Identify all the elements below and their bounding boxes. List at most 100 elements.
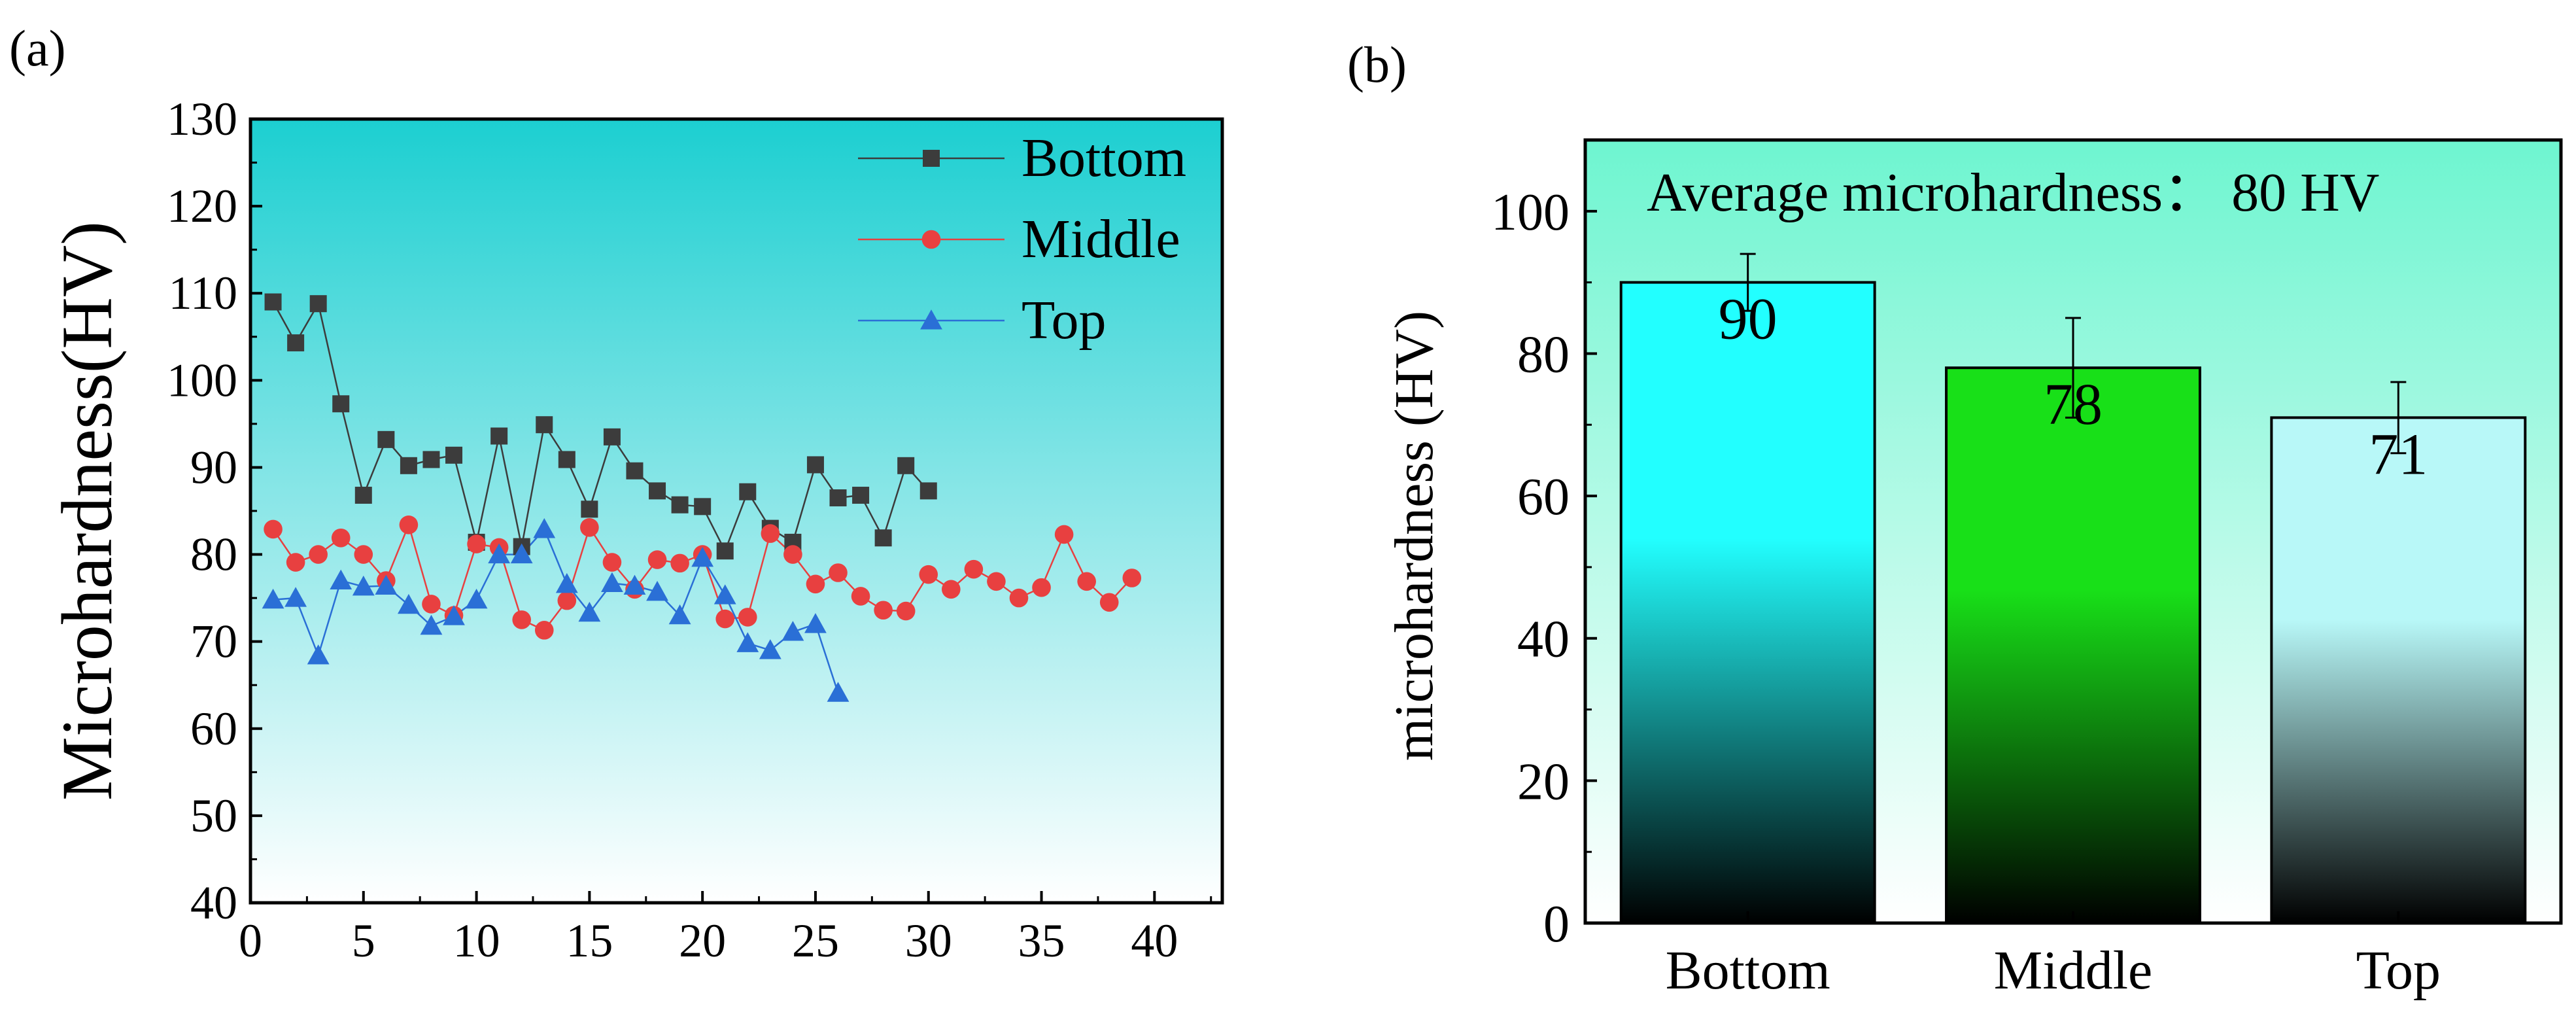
- y-tick-label: 120: [167, 180, 237, 232]
- data-point-top: [781, 621, 804, 641]
- y-tick-label: 100: [1491, 184, 1570, 241]
- panel-a: (a) 0 5 10 15 20 25 30 35 40 40 50 60 70 80 90 100 110 12…: [9, 20, 1224, 967]
- legend-label-top: Top: [1022, 290, 1106, 351]
- data-point-middle: [715, 609, 735, 629]
- data-point-top: [759, 639, 781, 659]
- y-tick-label: 80: [190, 529, 237, 581]
- legend-marker-top: [920, 309, 942, 330]
- data-point-middle: [309, 545, 328, 564]
- bar-top: [2270, 416, 2527, 924]
- data-point-top: [555, 572, 578, 593]
- data-point-bottom: [671, 496, 689, 514]
- panel-a-label: (a): [9, 20, 66, 77]
- data-point-top: [420, 614, 443, 635]
- y-tick-label: 70: [190, 616, 237, 668]
- x-tick-label: 10: [453, 915, 500, 967]
- panel-b-annotation: Average microhardness： 80 HV: [1647, 162, 2379, 223]
- y-tick-label: 50: [190, 790, 237, 842]
- data-point-middle: [286, 553, 305, 572]
- data-point-bottom: [332, 395, 350, 413]
- data-point-bottom: [897, 457, 915, 474]
- data-point-middle: [1122, 568, 1142, 587]
- data-point-bottom: [581, 500, 598, 518]
- data-point-top: [827, 682, 850, 702]
- data-point-bottom: [400, 457, 417, 474]
- data-point-middle: [512, 610, 531, 629]
- data-point-bottom: [422, 451, 440, 468]
- data-point-middle: [1077, 572, 1096, 591]
- data-point-top: [668, 604, 691, 625]
- bar-value-label-middle: 78: [2044, 372, 2103, 437]
- panel-a-ylabel: Microhardness(HV): [47, 221, 127, 801]
- data-point-bottom: [536, 416, 553, 434]
- x-tick-label: 40: [1131, 915, 1178, 967]
- data-point-top: [578, 601, 601, 622]
- data-point-bottom: [377, 430, 395, 448]
- data-point-bottom: [490, 427, 508, 445]
- data-point-top: [262, 588, 284, 609]
- x-tick-label: 0: [239, 915, 262, 967]
- data-point-middle: [851, 587, 870, 606]
- data-point-bottom: [603, 428, 621, 446]
- y-tick-label: 60: [1517, 468, 1570, 526]
- data-point-middle: [602, 553, 622, 572]
- data-point-middle: [264, 519, 283, 539]
- y-tick-label: 0: [1543, 896, 1570, 953]
- x-tick-label-bottom: Bottom: [1666, 940, 1830, 1001]
- bar-value-label-top: 71: [2369, 422, 2428, 487]
- data-point-top: [713, 584, 736, 604]
- data-point-bottom: [874, 529, 892, 547]
- bar-middle: [1945, 366, 2201, 924]
- data-point-bottom: [309, 295, 327, 313]
- data-point-top: [804, 613, 827, 633]
- data-point-bottom: [806, 456, 824, 474]
- x-tick-label: 35: [1018, 915, 1065, 967]
- x-tick-label: 15: [566, 915, 613, 967]
- data-point-top: [307, 644, 330, 665]
- data-point-bottom: [626, 462, 644, 480]
- data-point-top: [646, 580, 668, 601]
- panel-b-ylabel: microhardness (HV): [1384, 311, 1445, 761]
- data-point-bottom: [264, 293, 282, 311]
- data-point-middle: [331, 528, 351, 548]
- data-point-middle: [738, 608, 757, 627]
- data-point-middle: [467, 534, 486, 553]
- data-point-middle: [942, 580, 961, 599]
- y-tick-label: 60: [190, 703, 237, 755]
- panel-b: (b) 90 78 71 Bottom Middle Top 0 20 40 60 80 100 m…: [1347, 36, 2563, 1001]
- x-tick-label: 5: [352, 915, 375, 967]
- data-point-bottom: [649, 482, 666, 500]
- data-point-top: [375, 574, 398, 595]
- x-tick-label-middle: Middle: [1994, 940, 2153, 1001]
- data-point-bottom: [694, 498, 712, 516]
- data-point-bottom: [354, 487, 372, 504]
- panel-a-plot-background: [250, 119, 1222, 903]
- data-point-middle: [647, 550, 667, 569]
- data-point-middle: [1099, 593, 1119, 612]
- legend-label-middle: Middle: [1022, 209, 1180, 270]
- data-point-top: [465, 588, 488, 609]
- data-point-middle: [829, 563, 848, 582]
- data-point-middle: [1054, 525, 1074, 544]
- data-point-bottom: [919, 482, 937, 500]
- y-tick-label: 110: [169, 267, 237, 319]
- panel-b-label: (b): [1347, 36, 1407, 93]
- data-point-middle: [761, 524, 780, 543]
- data-point-middle: [919, 565, 938, 584]
- data-point-top: [533, 518, 556, 538]
- data-point-middle: [422, 595, 441, 614]
- bar-value-label-bottom: 90: [1719, 287, 1777, 352]
- bar-bottom: [1619, 281, 1876, 924]
- data-point-middle: [670, 553, 689, 573]
- x-tick-label: 30: [905, 915, 952, 967]
- data-point-top: [510, 543, 533, 564]
- data-point-top: [488, 543, 511, 564]
- data-point-top: [691, 546, 714, 567]
- data-point-middle: [534, 621, 554, 640]
- data-point-bottom: [852, 487, 870, 504]
- y-tick-label: 130: [167, 93, 237, 145]
- y-tick-label: 90: [190, 441, 237, 493]
- data-point-top: [330, 569, 352, 590]
- x-tick-label: 25: [792, 915, 839, 967]
